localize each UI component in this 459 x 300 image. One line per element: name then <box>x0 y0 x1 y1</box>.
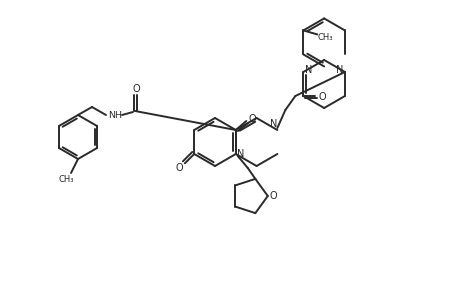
Text: O: O <box>269 191 277 201</box>
Text: CH₃: CH₃ <box>58 176 73 184</box>
Text: O: O <box>132 84 140 94</box>
Text: N: N <box>269 119 276 129</box>
Text: O: O <box>175 163 182 173</box>
Text: NH: NH <box>108 110 122 119</box>
Text: O: O <box>248 114 256 124</box>
Text: O: O <box>318 92 325 102</box>
Text: CH₃: CH₃ <box>317 33 332 42</box>
Text: N: N <box>304 65 311 75</box>
Text: N: N <box>236 149 244 159</box>
Text: N: N <box>336 65 343 75</box>
